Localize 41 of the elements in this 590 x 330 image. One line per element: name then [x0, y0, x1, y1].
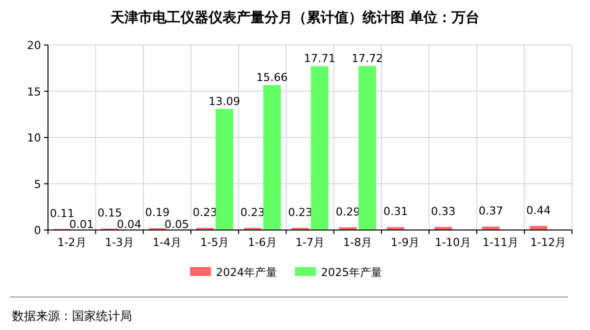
- x-tick-label: 1-7月: [296, 236, 324, 249]
- x-tick-label: 1-11月: [482, 236, 519, 249]
- y-tick-label: 0: [34, 224, 41, 237]
- x-tick-label: 1-12月: [530, 236, 566, 249]
- data-label: 0.04: [116, 218, 142, 231]
- x-tick-label: 1-2月: [57, 236, 86, 249]
- y-tick-label: 20: [27, 39, 41, 52]
- data-label: 17.71: [304, 52, 336, 66]
- source-note: 数据来源：国家统计局: [12, 309, 132, 323]
- y-tick-label: 15: [27, 85, 41, 98]
- bar: [263, 85, 281, 230]
- chart-title: 天津市电工仪器仪表产量分月（累计值）统计图 单位：万台: [110, 9, 480, 26]
- legend-label: 2024年产量: [216, 266, 277, 279]
- data-label: 0.19: [145, 206, 170, 220]
- x-tick-label: 1-10月: [434, 236, 471, 249]
- legend-label: 2025年产量: [321, 266, 382, 279]
- data-label: 17.72: [352, 52, 384, 66]
- y-tick-label: 10: [27, 132, 41, 144]
- x-tick-label: 1-9月: [390, 236, 420, 249]
- data-label: 0.23: [240, 206, 265, 219]
- data-label: 13.09: [208, 94, 240, 108]
- data-label: 0.11: [50, 206, 74, 220]
- data-label: 0.23: [288, 206, 313, 219]
- x-tick-label: 1-8月: [343, 236, 372, 249]
- x-tick-label: 1-4月: [152, 236, 182, 249]
- data-label: 0.15: [98, 206, 122, 220]
- y-tick-label: 5: [34, 178, 41, 191]
- data-label: 0.01: [69, 218, 94, 231]
- data-label: 0.37: [478, 204, 504, 218]
- bar: [216, 108, 234, 230]
- data-label: 0.44: [526, 204, 551, 217]
- x-tick-label: 1-6月: [248, 236, 277, 249]
- data-label: 0.31: [383, 205, 408, 218]
- bar: [310, 66, 328, 230]
- data-label: 0.23: [192, 206, 218, 219]
- data-label: 0.33: [430, 204, 456, 218]
- x-tick-label: 1-3月: [104, 236, 134, 249]
- data-label: 0.05: [164, 218, 190, 231]
- data-label: 15.66: [256, 71, 288, 84]
- bar: [358, 66, 376, 230]
- x-tick-label: 1-5月: [200, 236, 230, 249]
